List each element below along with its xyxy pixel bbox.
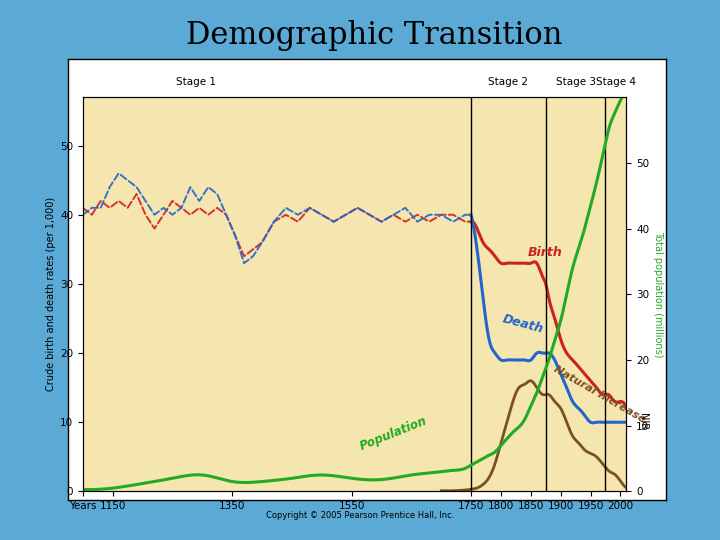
Text: Birth: Birth	[528, 246, 562, 259]
Text: Copyright © 2005 Pearson Prentice Hall, Inc.: Copyright © 2005 Pearson Prentice Hall, …	[266, 511, 454, 520]
Text: Natural Increase: Natural Increase	[552, 363, 647, 424]
Text: Stage 3: Stage 3	[556, 77, 595, 87]
Y-axis label: Crude birth and death rates (per 1,000): Crude birth and death rates (per 1,000)	[46, 197, 55, 392]
Text: NIR: NIR	[638, 413, 648, 430]
Text: Stage 1: Stage 1	[176, 77, 216, 87]
Text: Death: Death	[501, 312, 545, 335]
Text: Population: Population	[358, 414, 428, 453]
Text: Demographic Transition: Demographic Transition	[186, 19, 562, 51]
Text: Stage 4: Stage 4	[596, 77, 636, 87]
Y-axis label: Total population (millions): Total population (millions)	[654, 231, 663, 357]
Text: Stage 2: Stage 2	[488, 77, 528, 87]
